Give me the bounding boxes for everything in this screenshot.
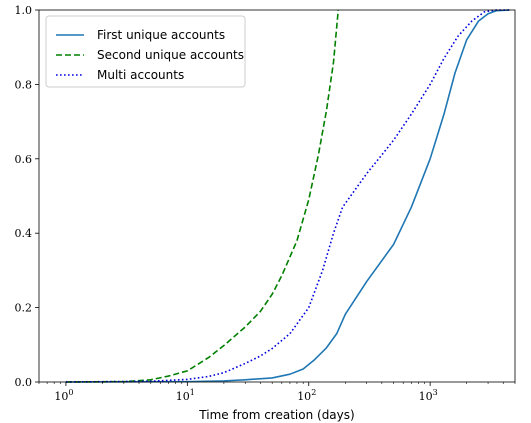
legend-label-1: First unique accounts xyxy=(97,28,225,42)
plot-frame xyxy=(38,9,516,383)
y-tick-label: 1.0 xyxy=(15,4,33,17)
y-tick-label: 0.2 xyxy=(15,302,33,315)
x-tick-label: 101 xyxy=(176,388,195,403)
legend: First unique accounts Second unique accou… xyxy=(45,15,246,88)
legend-label-2: Second unique accounts xyxy=(97,48,244,62)
series-line-1 xyxy=(65,9,510,383)
y-tick-label: 0.4 xyxy=(15,227,33,240)
y-axis: 0.0 0.2 0.4 0.6 0.8 1.0 xyxy=(15,4,39,389)
x-axis-label: Time from creation (days) xyxy=(198,408,354,422)
y-tick-label: 0.8 xyxy=(15,78,33,91)
x-axis: 100 101 102 103 xyxy=(38,382,516,403)
x-tick-label: 102 xyxy=(297,388,316,403)
series-line-2 xyxy=(65,9,340,383)
legend-label-3: Multi accounts xyxy=(97,68,184,82)
x-tick-label: 100 xyxy=(54,388,73,403)
x-tick-label: 103 xyxy=(419,388,438,403)
legend-box xyxy=(45,15,246,88)
y-tick-label: 0.0 xyxy=(15,376,33,389)
y-tick-label: 0.6 xyxy=(15,153,33,166)
series-layer xyxy=(65,9,510,383)
series-line-3 xyxy=(65,9,510,383)
